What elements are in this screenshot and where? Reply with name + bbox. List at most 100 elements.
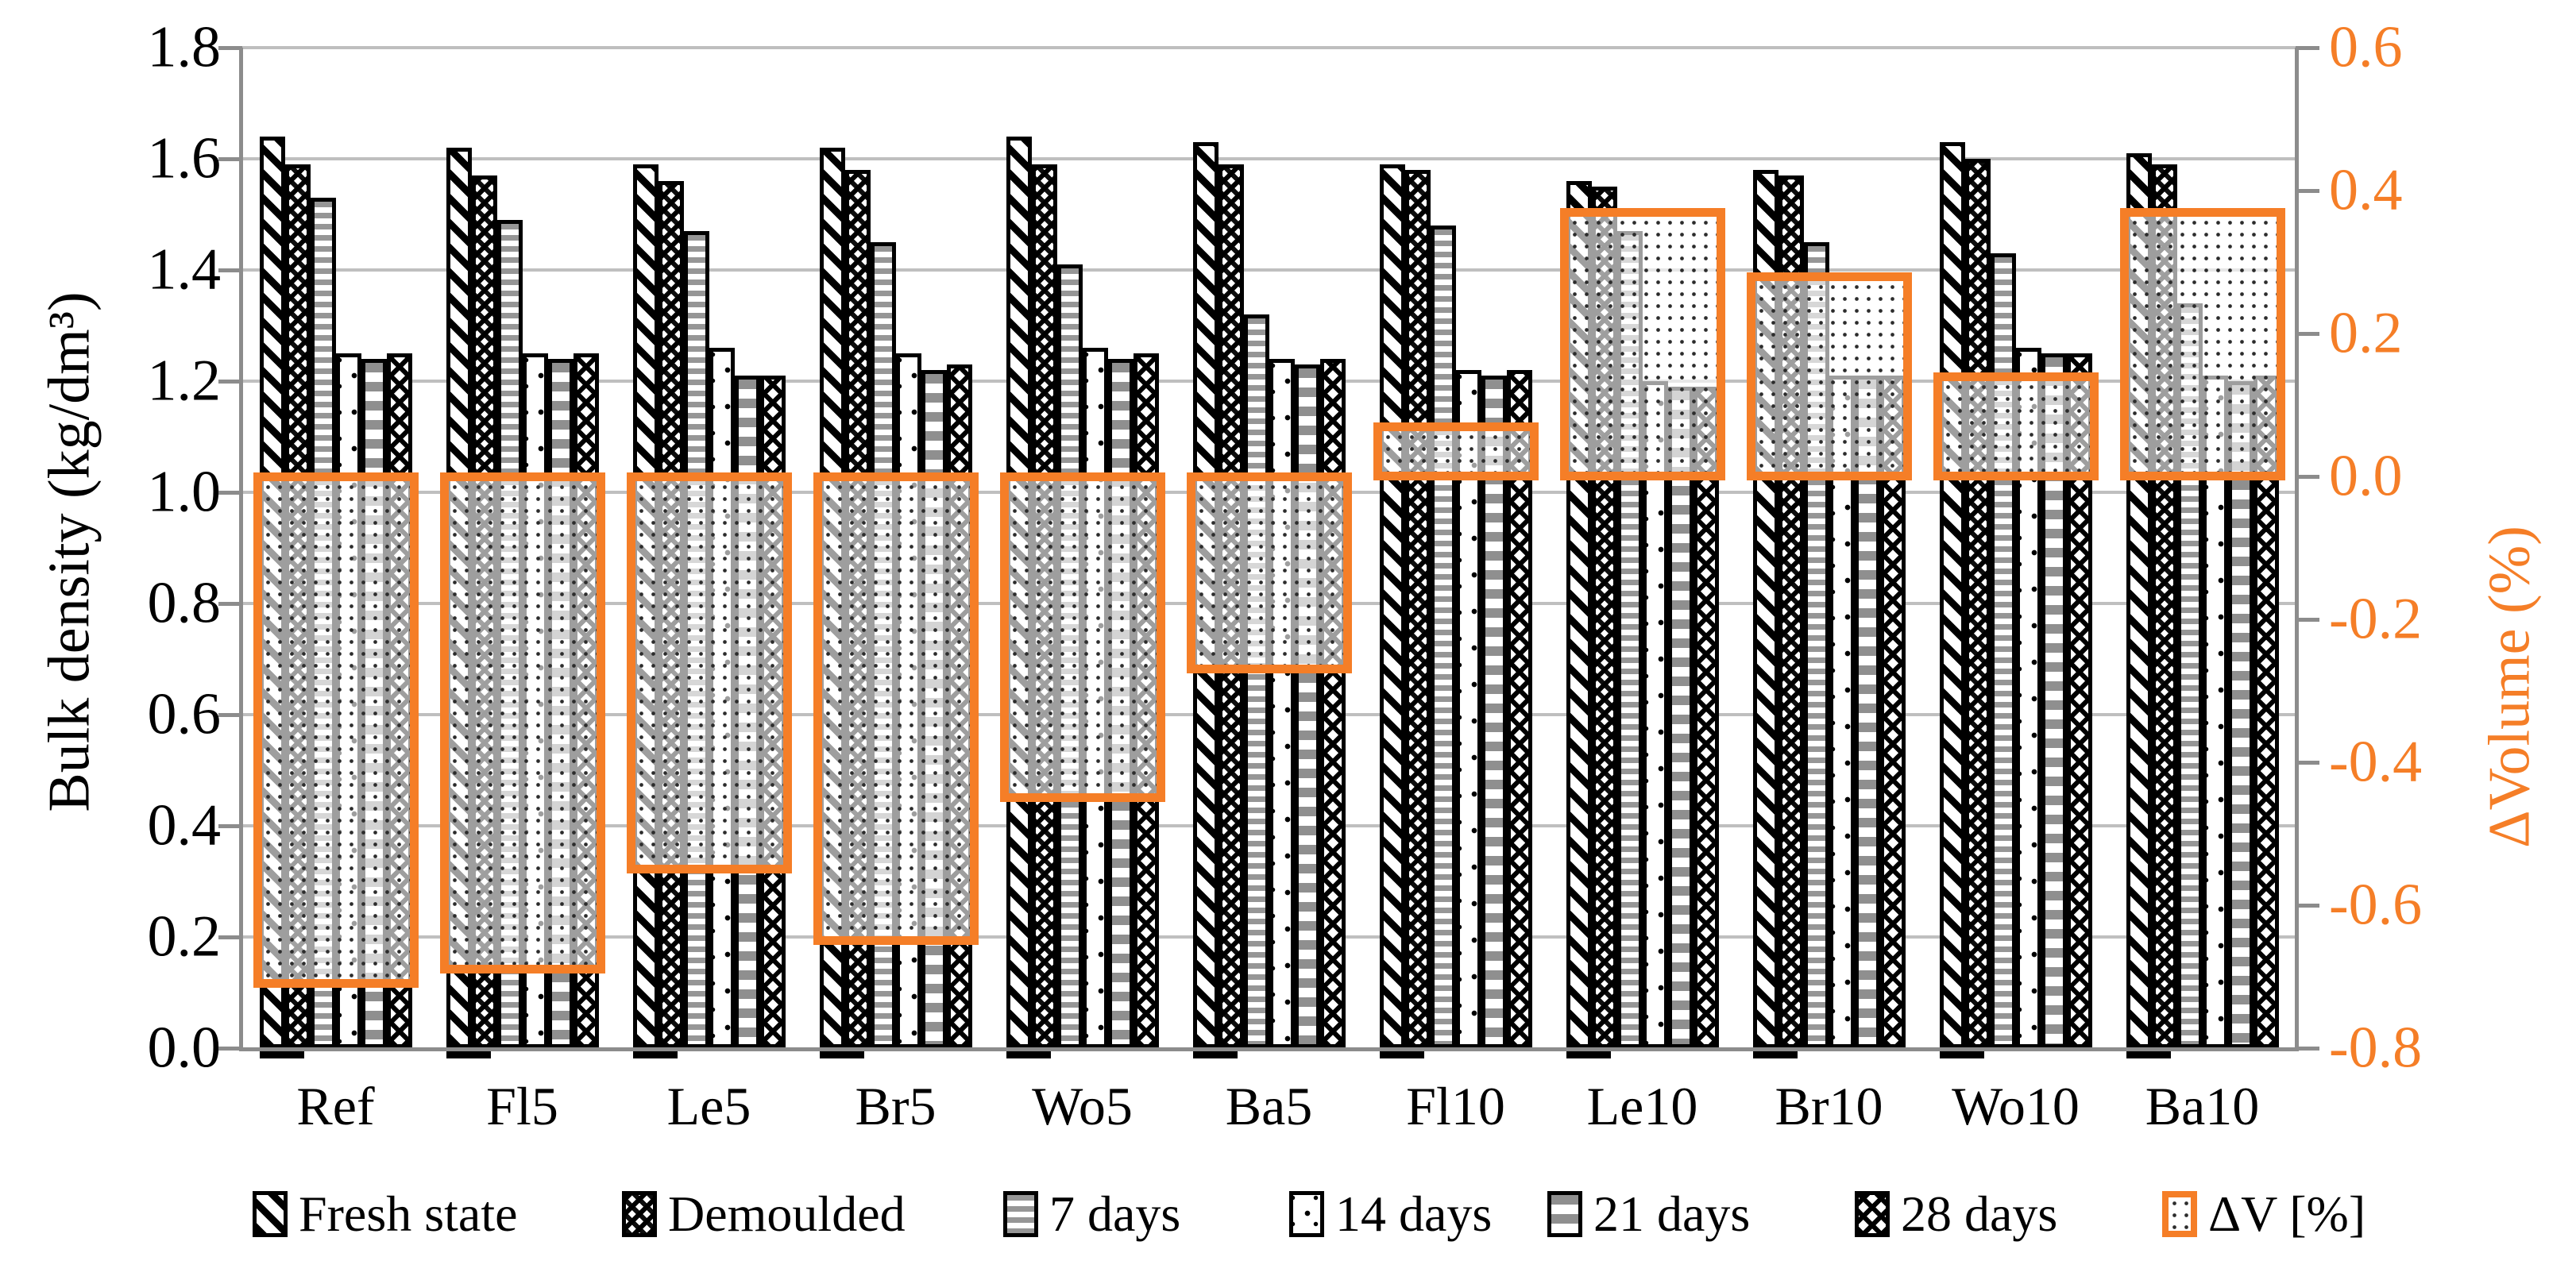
x-axis-tick xyxy=(1006,1051,1051,1058)
legend-label: 14 days xyxy=(1335,1186,1493,1242)
left-axis-tick xyxy=(218,713,242,717)
y-tick-label-right: 0.6 xyxy=(2329,14,2403,80)
x-axis-tick xyxy=(2126,1051,2171,1058)
bar-d14-Wo10 xyxy=(2015,348,2041,1048)
x-axis-tick xyxy=(1753,1051,1798,1058)
bar-fresh-Fl10 xyxy=(1379,164,1405,1048)
right-axis-tick xyxy=(2296,618,2319,622)
delta-v-rect-Ba10 xyxy=(2119,208,2285,480)
legend-swatch-fresh-icon xyxy=(253,1191,288,1237)
legend-swatch-d14-icon xyxy=(1289,1191,1324,1237)
legend-item-d21: 21 days xyxy=(1547,1185,1750,1243)
legend-label: Demoulded xyxy=(668,1186,906,1242)
legend-item-fresh: Fresh state xyxy=(253,1185,518,1243)
bar-d21-Ba10 xyxy=(2227,381,2254,1048)
left-axis-tick xyxy=(218,602,242,606)
legend-item-d7: 7 days xyxy=(1003,1185,1180,1243)
x-tick-label-wo10: Wo10 xyxy=(1952,1076,2080,1136)
legend-label: 21 days xyxy=(1593,1186,1751,1242)
left-axis-tick xyxy=(218,268,242,272)
legend-label: ΔV [%] xyxy=(2208,1186,2366,1242)
y-tick-label-right: -0.4 xyxy=(2329,729,2423,795)
delta-v-rect-Br10 xyxy=(1746,272,1912,480)
x-axis-tick xyxy=(446,1051,491,1058)
y-tick-label-right: 0.4 xyxy=(2329,157,2403,223)
x-tick-label-fl5: Fl5 xyxy=(486,1076,558,1136)
left-axis-line xyxy=(239,48,243,1051)
left-axis-tick xyxy=(218,824,242,828)
y-tick-label-right: -0.2 xyxy=(2329,586,2423,652)
legend-item-demoulded: Demoulded xyxy=(622,1185,906,1243)
bar-d7-Fl10 xyxy=(1430,226,1456,1048)
legend-label: 28 days xyxy=(1901,1186,2058,1242)
y-tick-label-left: 1.6 xyxy=(147,125,222,191)
legend-swatch-d28-icon xyxy=(1855,1191,1890,1237)
y-tick-label-right: 0.2 xyxy=(2329,300,2403,366)
right-axis-tick xyxy=(2296,904,2319,908)
bar-d28-Le10 xyxy=(1693,387,1719,1048)
right-axis-tick xyxy=(2296,475,2319,479)
delta-v-rect-Le5 xyxy=(626,472,792,873)
x-axis-tick xyxy=(820,1051,864,1058)
x-axis-tick xyxy=(260,1051,304,1058)
right-axis-tick xyxy=(2296,46,2319,50)
x-tick-label-br10: Br10 xyxy=(1775,1076,1883,1136)
delta-v-rect-Fl10 xyxy=(1373,422,1539,480)
left-axis-tick xyxy=(218,380,242,384)
legend-item-dv: ΔV [%] xyxy=(2162,1185,2366,1243)
y-tick-label-left: 1.4 xyxy=(147,237,222,303)
legend-label: Fresh state xyxy=(299,1186,518,1242)
bar-d7-Ba5 xyxy=(1243,314,1269,1048)
gridline xyxy=(242,268,2296,272)
bar-d28-Wo10 xyxy=(2066,353,2092,1048)
legend-swatch-dv-icon xyxy=(2162,1191,2197,1237)
right-axis-tick xyxy=(2296,761,2319,765)
x-tick-label-ba10: Ba10 xyxy=(2145,1076,2260,1136)
bar-d21-Le10 xyxy=(1667,387,1694,1048)
x-tick-label-le5: Le5 xyxy=(666,1076,751,1136)
y-tick-label-right: 0.0 xyxy=(2329,443,2403,509)
legend-item-d28: 28 days xyxy=(1855,1185,2057,1243)
right-axis-line xyxy=(2295,48,2299,1051)
legend: Fresh state Demoulded 7 days 14 days 21 days… xyxy=(0,1185,2576,1256)
x-tick-label-fl10: Fl10 xyxy=(1406,1076,1505,1136)
x-axis-tick xyxy=(633,1051,678,1058)
delta-v-rect-Ref xyxy=(253,472,419,988)
x-axis-tick xyxy=(1566,1051,1611,1058)
bar-d14-Fl10 xyxy=(1455,370,1481,1048)
y-tick-label-right: -0.6 xyxy=(2329,872,2423,938)
y-tick-label-left: 0.2 xyxy=(147,904,222,970)
left-axis-tick xyxy=(218,935,242,939)
x-tick-label-br5: Br5 xyxy=(855,1076,937,1136)
y-tick-label-left: 0.4 xyxy=(147,792,222,858)
left-axis-tick xyxy=(218,491,242,495)
x-axis-line xyxy=(239,1047,2299,1051)
x-axis-tick xyxy=(1940,1051,1984,1058)
bar-d28-Ba5 xyxy=(1319,359,1346,1048)
bar-demoulded-Wo10 xyxy=(1964,159,1991,1048)
y-tick-label-left: 1.8 xyxy=(147,14,222,80)
bar-d21-Ba5 xyxy=(1294,364,1320,1048)
x-tick-label-ba5: Ba5 xyxy=(1225,1076,1313,1136)
legend-swatch-d21-icon xyxy=(1547,1191,1582,1237)
x-axis-tick xyxy=(1193,1051,1238,1058)
bar-d21-Br10 xyxy=(1854,376,1880,1048)
bar-d28-Fl10 xyxy=(1506,370,1532,1048)
legend-item-d14: 14 days xyxy=(1289,1185,1492,1243)
x-tick-label-wo5: Wo5 xyxy=(1032,1076,1133,1136)
bar-demoulded-Fl10 xyxy=(1404,170,1431,1048)
right-axis-tick xyxy=(2296,189,2319,193)
gridline xyxy=(242,46,2296,49)
y-tick-label-left: 1.0 xyxy=(147,459,222,525)
delta-v-rect-Wo10 xyxy=(1933,372,2099,480)
delta-v-rect-Le10 xyxy=(1559,208,1725,480)
delta-v-rect-Ba5 xyxy=(1186,472,1352,673)
delta-v-rect-Br5 xyxy=(813,472,979,945)
x-tick-label-le10: Le10 xyxy=(1586,1076,1698,1136)
x-axis-tick xyxy=(1380,1051,1424,1058)
delta-v-rect-Fl5 xyxy=(439,472,605,973)
left-axis-tick xyxy=(218,1047,242,1051)
y-tick-label-left: 0.0 xyxy=(147,1015,222,1081)
